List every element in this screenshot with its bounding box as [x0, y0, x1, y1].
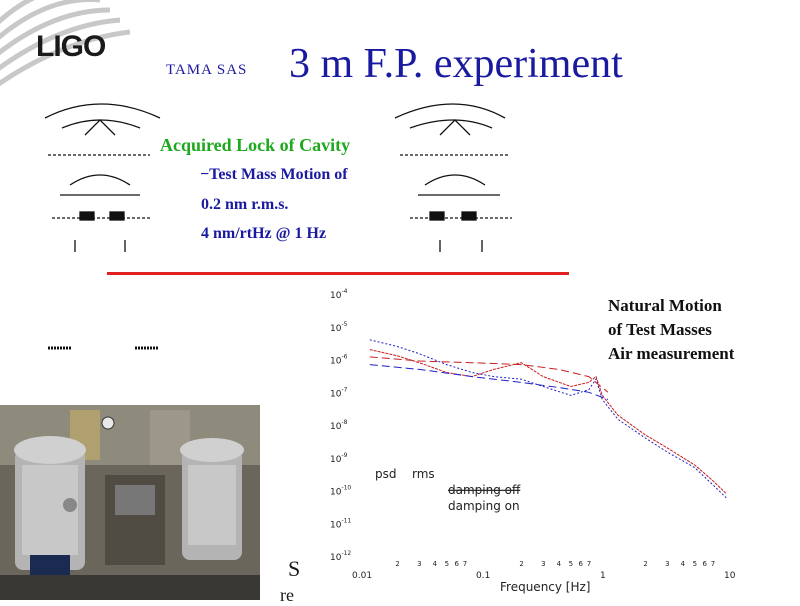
plot-title-line-2: of Test Masses [608, 320, 712, 339]
left-top-arc [44, 103, 161, 119]
y-tick-label: 10-5 [330, 321, 348, 334]
y-tick-label: 10-9 [330, 452, 348, 465]
bullet-main: Acquired Lock of Cavity [160, 135, 351, 155]
series-line-4 [369, 364, 609, 400]
title-prefix: TAMA SAS [166, 62, 248, 78]
bullet-sub-2: 0.2 nm r.m.s. [201, 196, 289, 213]
x-minor-tick-label: 7 [711, 560, 715, 568]
plot-title-line-3: Air measurement [608, 344, 735, 363]
x-minor-tick-label: 5 [569, 560, 573, 568]
plot-title: Natural Motion of Test Masses Air measur… [608, 294, 734, 366]
red-baseline-bar [107, 272, 569, 275]
series-line-3 [369, 356, 609, 393]
x-minor-tick-label: 4 [557, 560, 562, 568]
x-minor-tick-label: 6 [578, 560, 583, 568]
x-tick-label: 0.01 [352, 571, 372, 581]
x-minor-tick-label: 3 [417, 560, 421, 568]
annotation-rms: rms [412, 467, 435, 481]
y-tick-label: 10-4 [330, 288, 348, 301]
corner-arc-decoration [0, 0, 131, 87]
bullet-sub-3: 4 nm/rtHz @ 1 Hz [201, 225, 327, 242]
legend-damping-off: damping off [448, 483, 521, 497]
x-tick-label: 0.1 [476, 571, 490, 581]
x-tick-label: 10 [724, 571, 736, 581]
y-tick-label: 10-6 [330, 354, 348, 367]
page-title: 3 m F.P. experiment [289, 41, 623, 87]
ligo-logo: LIGO [36, 30, 106, 63]
y-tick-label: 10-10 [330, 485, 351, 498]
y-tick-label: 10-7 [330, 386, 348, 399]
lab-photo [0, 405, 260, 600]
caption-line-1: S [288, 556, 301, 581]
suspension-schematic [44, 103, 512, 350]
x-minor-tick-label: 2 [395, 560, 399, 568]
caption-line-2: re [280, 585, 294, 605]
psd-plot: 10-410-510-610-710-810-910-1010-1110-12 … [330, 288, 736, 594]
y-tick-label: 10-8 [330, 419, 348, 432]
x-minor-tick-label: 6 [454, 560, 459, 568]
x-minor-tick-label: 2 [643, 560, 647, 568]
x-minor-tick-label: 4 [681, 560, 686, 568]
x-minor-tick-label: 3 [541, 560, 545, 568]
x-minor-tick-label: 3 [665, 560, 669, 568]
plot-title-line-1: Natural Motion [608, 296, 722, 315]
x-minor-tick-label: 5 [445, 560, 449, 568]
x-minor-tick-label: 6 [702, 560, 707, 568]
bullet-sub-1: −Test Mass Motion of [200, 166, 348, 183]
x-minor-tick-label: 4 [433, 560, 438, 568]
series-line-1 [369, 349, 727, 495]
annotation-psd: psd [375, 467, 397, 481]
x-minor-tick-label: 2 [519, 560, 523, 568]
x-minor-tick-label: 7 [587, 560, 591, 568]
x-tick-label: 1 [600, 571, 606, 581]
series-line-2 [369, 339, 727, 499]
y-tick-label: 10-11 [330, 517, 351, 530]
legend-damping-on: damping on [448, 499, 520, 513]
x-minor-tick-label: 7 [463, 560, 467, 568]
x-axis-label: Frequency [Hz] [500, 580, 591, 594]
y-tick-label: 10-12 [330, 550, 351, 563]
x-minor-tick-label: 5 [693, 560, 697, 568]
